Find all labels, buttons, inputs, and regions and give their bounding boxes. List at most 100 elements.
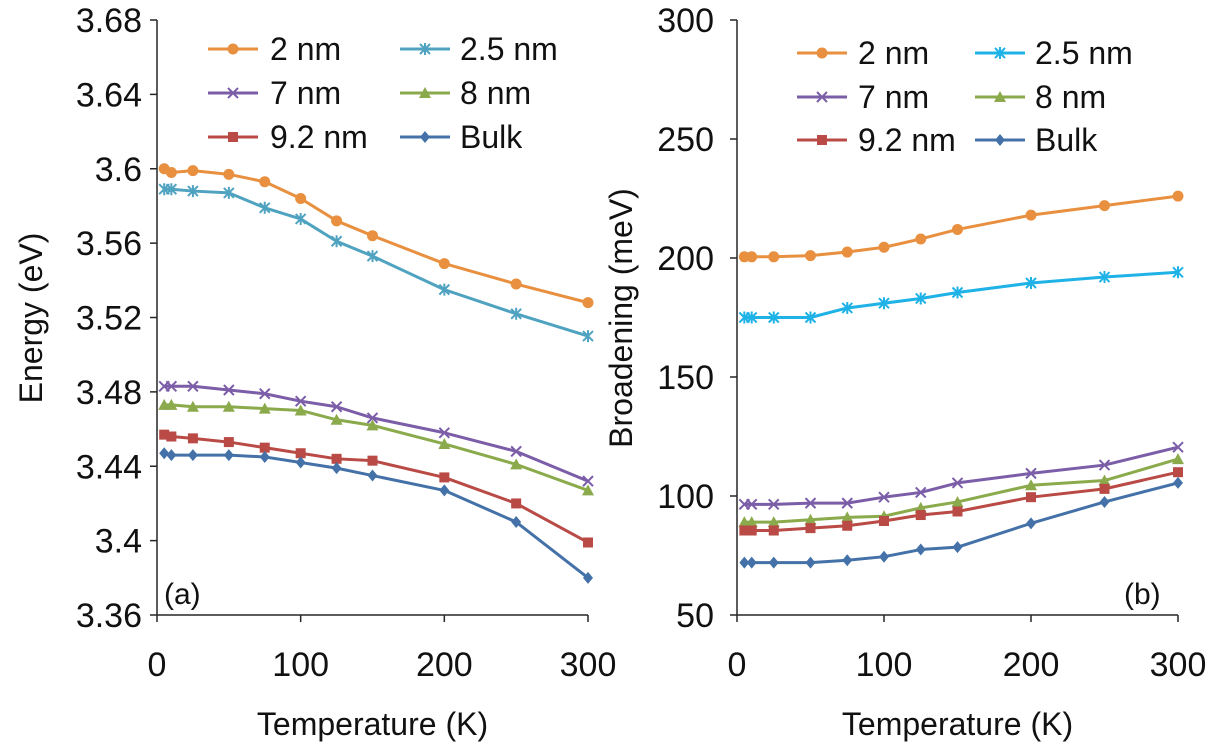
x-tick-label: 300 bbox=[560, 646, 617, 684]
y-tick-label: 150 bbox=[657, 359, 714, 397]
series-2-nm bbox=[738, 190, 1184, 263]
legend-label: 7 nm bbox=[858, 79, 929, 115]
data-point bbox=[223, 384, 235, 396]
series-2-nm bbox=[158, 163, 594, 309]
data-point bbox=[510, 307, 522, 320]
x-tick-label: 300 bbox=[1150, 646, 1207, 684]
data-point bbox=[165, 183, 178, 196]
data-point bbox=[1099, 483, 1110, 494]
data-point bbox=[768, 498, 780, 511]
data-point bbox=[294, 212, 307, 225]
data-point bbox=[187, 433, 198, 444]
data-point bbox=[878, 297, 890, 310]
data-point bbox=[879, 515, 889, 526]
series-8-nm bbox=[158, 398, 594, 496]
legend-label: 8 nm bbox=[460, 75, 531, 111]
series-line bbox=[164, 187, 589, 338]
series-2-5-nm bbox=[738, 266, 1184, 324]
data-point bbox=[165, 166, 177, 178]
data-point bbox=[330, 413, 343, 425]
data-point bbox=[165, 380, 178, 393]
data-point bbox=[1098, 474, 1111, 486]
series-2-5-nm bbox=[158, 183, 594, 343]
data-point bbox=[438, 283, 451, 296]
series-line bbox=[744, 445, 1179, 506]
legend-label: 2 nm bbox=[858, 35, 929, 71]
y-tick-label: 3.64 bbox=[76, 76, 142, 114]
legend-label: Bulk bbox=[1035, 122, 1098, 158]
data-point bbox=[510, 278, 522, 290]
data-point bbox=[367, 469, 378, 482]
y-tick-label: 3.68 bbox=[76, 2, 142, 40]
data-point bbox=[186, 400, 199, 412]
series-bulk bbox=[739, 476, 1183, 569]
data-point bbox=[745, 311, 758, 324]
chart-panel-2: 50 100 150 200 250 300 0 100 200 300 Temperature (… bbox=[603, 2, 1206, 742]
data-point bbox=[739, 525, 750, 536]
data-point bbox=[952, 541, 963, 554]
legend-marker bbox=[817, 135, 827, 145]
legend-marker bbox=[227, 87, 239, 99]
data-point bbox=[187, 185, 199, 198]
data-point bbox=[330, 235, 343, 248]
data-point bbox=[366, 419, 379, 431]
data-point bbox=[878, 491, 890, 503]
legend-entry: 2.5 nm bbox=[975, 35, 1133, 71]
x-tick-label: 200 bbox=[1003, 646, 1060, 684]
y-tick-label: 3.4 bbox=[95, 523, 142, 561]
y-tick-label: 3.36 bbox=[76, 597, 142, 635]
series-line bbox=[163, 451, 589, 579]
legend-marker bbox=[994, 47, 1006, 59]
legend-marker bbox=[419, 87, 431, 98]
data-point bbox=[331, 453, 342, 464]
legend-marker bbox=[419, 43, 431, 55]
data-point bbox=[366, 412, 379, 424]
data-point bbox=[223, 186, 235, 199]
legend-entry: 9.2 nm bbox=[797, 122, 956, 158]
data-point bbox=[1099, 495, 1110, 508]
data-point bbox=[582, 297, 594, 309]
data-point bbox=[583, 537, 593, 548]
legend-label: 9.2 nm bbox=[270, 119, 368, 155]
legend-label: 8 nm bbox=[1035, 79, 1106, 115]
data-point bbox=[187, 380, 199, 393]
data-point bbox=[1173, 467, 1183, 478]
panel-label: (a) bbox=[164, 578, 201, 611]
data-point bbox=[166, 431, 177, 442]
data-point bbox=[223, 168, 235, 180]
data-point bbox=[1025, 276, 1037, 289]
data-point bbox=[510, 445, 522, 458]
data-point bbox=[159, 429, 170, 440]
data-point bbox=[259, 442, 270, 453]
legend-entry: Bulk bbox=[400, 119, 523, 155]
data-point bbox=[745, 516, 758, 528]
data-point bbox=[367, 455, 378, 466]
data-point bbox=[223, 437, 234, 448]
series-9-2-nm bbox=[159, 429, 593, 548]
series-7-nm bbox=[738, 441, 1184, 511]
data-point bbox=[805, 523, 816, 534]
legend-entry: 7 nm bbox=[208, 75, 341, 111]
data-point bbox=[1172, 190, 1184, 202]
data-point bbox=[1026, 492, 1036, 503]
legend-marker bbox=[228, 132, 238, 142]
x-tick-label: 0 bbox=[148, 646, 167, 684]
x-axis-title: Temperature (K) bbox=[842, 706, 1073, 742]
legend-label: 2.5 nm bbox=[460, 31, 558, 67]
data-point bbox=[259, 201, 271, 214]
y-tick-label: 300 bbox=[657, 2, 714, 40]
y-tick-label: 3.6 bbox=[95, 151, 142, 189]
data-point bbox=[1172, 266, 1184, 279]
data-point bbox=[915, 233, 927, 245]
y-tick-label: 250 bbox=[657, 121, 714, 159]
series-9-2-nm bbox=[739, 467, 1183, 536]
data-point bbox=[1098, 459, 1111, 471]
legend-marker bbox=[995, 134, 1005, 146]
data-point bbox=[841, 301, 853, 314]
data-point bbox=[367, 230, 378, 242]
data-point bbox=[739, 556, 750, 569]
data-point bbox=[511, 498, 522, 509]
legend-entry: 2 nm bbox=[208, 31, 341, 67]
y-axis-title: Broadening (meV) bbox=[603, 188, 639, 448]
